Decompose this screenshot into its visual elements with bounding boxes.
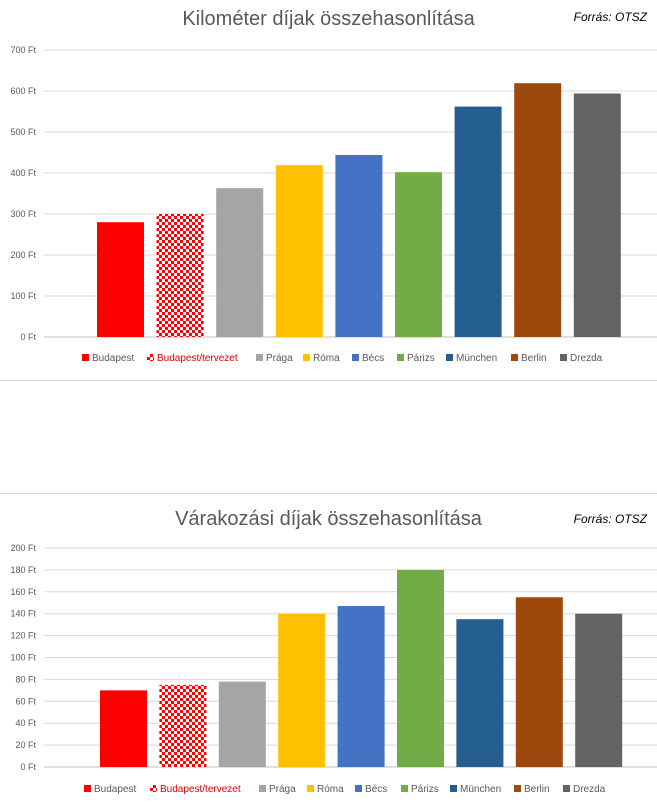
legend-swatch (256, 354, 263, 361)
bar-r-ma (275, 165, 323, 337)
legend-label: Prága (266, 353, 293, 364)
legend-swatch (560, 354, 567, 361)
bar-m-nchen (456, 619, 504, 767)
y-tick-label: 300 Ft (10, 209, 36, 219)
legend-swatch (352, 354, 359, 361)
legend-label: Budapest/tervezet (157, 353, 238, 364)
legend-label: Berlin (524, 784, 550, 795)
bar-r-ma (278, 613, 326, 767)
legend-label: Róma (313, 353, 340, 364)
y-tick-label: 400 Ft (10, 168, 36, 178)
legend-swatch (450, 785, 457, 792)
legend-label: Róma (317, 784, 344, 795)
y-tick-label: 40 Ft (15, 718, 36, 728)
y-tick-label: 160 Ft (10, 587, 36, 597)
legend-swatch (303, 354, 310, 361)
y-tick-label: 120 Ft (10, 631, 36, 641)
bar-p-rizs (395, 172, 442, 337)
legend-swatch (401, 785, 408, 792)
legend-label: Párizs (411, 784, 439, 795)
legend-label: München (456, 353, 497, 364)
y-tick-label: 60 Ft (15, 696, 36, 706)
legend-swatch (563, 785, 570, 792)
legend-swatch (446, 354, 453, 361)
bar-pr-ga (218, 681, 266, 767)
legend-swatch (82, 354, 89, 361)
bar-pr-ga (216, 188, 264, 337)
y-tick-label: 0 Ft (20, 332, 36, 342)
y-tick-label: 0 Ft (20, 762, 36, 772)
legend-label: Budapest (94, 784, 136, 795)
legend-label: Bécs (362, 353, 384, 364)
chart-source: Forrás: OTSZ (573, 512, 647, 526)
legend-swatch (147, 354, 154, 361)
legend-label: Párizs (407, 353, 435, 364)
legend-swatch (259, 785, 266, 792)
legend-label: Budapest (92, 353, 134, 364)
bar-p-rizs (397, 569, 444, 767)
legend-swatch (514, 785, 521, 792)
y-tick-label: 600 Ft (10, 86, 36, 96)
y-tick-label: 700 Ft (10, 45, 36, 55)
legend-label: Drezda (573, 784, 606, 795)
y-tick-label: 500 Ft (10, 127, 36, 137)
legend-label: Prága (269, 784, 296, 795)
legend-label: Bécs (365, 784, 387, 795)
legend-swatch (150, 785, 157, 792)
chart-panel-varakozasi: Várakozási díjak összehasonlítása Forrás… (0, 493, 657, 807)
legend-label: Drezda (570, 353, 603, 364)
y-tick-label: 200 Ft (10, 250, 36, 260)
bar-chart-varakozasi: 0 Ft 20 Ft 40 Ft 60 Ft 80 Ft 100 Ft 120 Ft 140 … (10, 543, 657, 795)
bar-berlin (514, 83, 562, 338)
y-tick-label: 20 Ft (15, 740, 36, 750)
legend-swatch (307, 785, 314, 792)
bar-berlin (515, 597, 563, 767)
legend-swatch (84, 785, 91, 792)
bar-budapest (100, 690, 147, 767)
chart-title: Kilométer díjak összehasonlítása (182, 8, 475, 30)
y-tick-label: 100 Ft (10, 291, 36, 301)
bar-m-nchen (454, 106, 502, 337)
legend-label: Berlin (521, 353, 547, 364)
y-tick-label: 200 Ft (10, 543, 36, 553)
y-tick-label: 180 Ft (10, 565, 36, 575)
legend-swatch (511, 354, 518, 361)
y-tick-label: 140 Ft (10, 609, 36, 619)
bar-b-cs (335, 154, 383, 337)
bar-drezda (575, 613, 623, 767)
chart-title: Várakozási díjak összehasonlítása (175, 508, 482, 530)
bar-budapest-tervezet (159, 684, 207, 767)
chart-source: Forrás: OTSZ (573, 10, 647, 24)
y-tick-label: 100 Ft (10, 653, 36, 663)
legend-label: München (460, 784, 501, 795)
bar-b-cs (337, 606, 385, 767)
legend-swatch (355, 785, 362, 792)
bar-drezda (573, 93, 621, 338)
bar-budapest-tervezet (156, 214, 204, 337)
legend-swatch (397, 354, 404, 361)
y-tick-label: 80 Ft (15, 674, 36, 684)
chart-panel-kilometer: Kilométer díjak összehasonlítása Forrás:… (0, 0, 657, 381)
legend-label: Budapest/tervezet (160, 784, 241, 795)
bar-budapest (97, 222, 144, 337)
bar-chart-kilometer: 0 Ft 100 Ft 200 Ft 300 Ft 400 Ft 500 Ft 600 Ft… (10, 45, 657, 364)
